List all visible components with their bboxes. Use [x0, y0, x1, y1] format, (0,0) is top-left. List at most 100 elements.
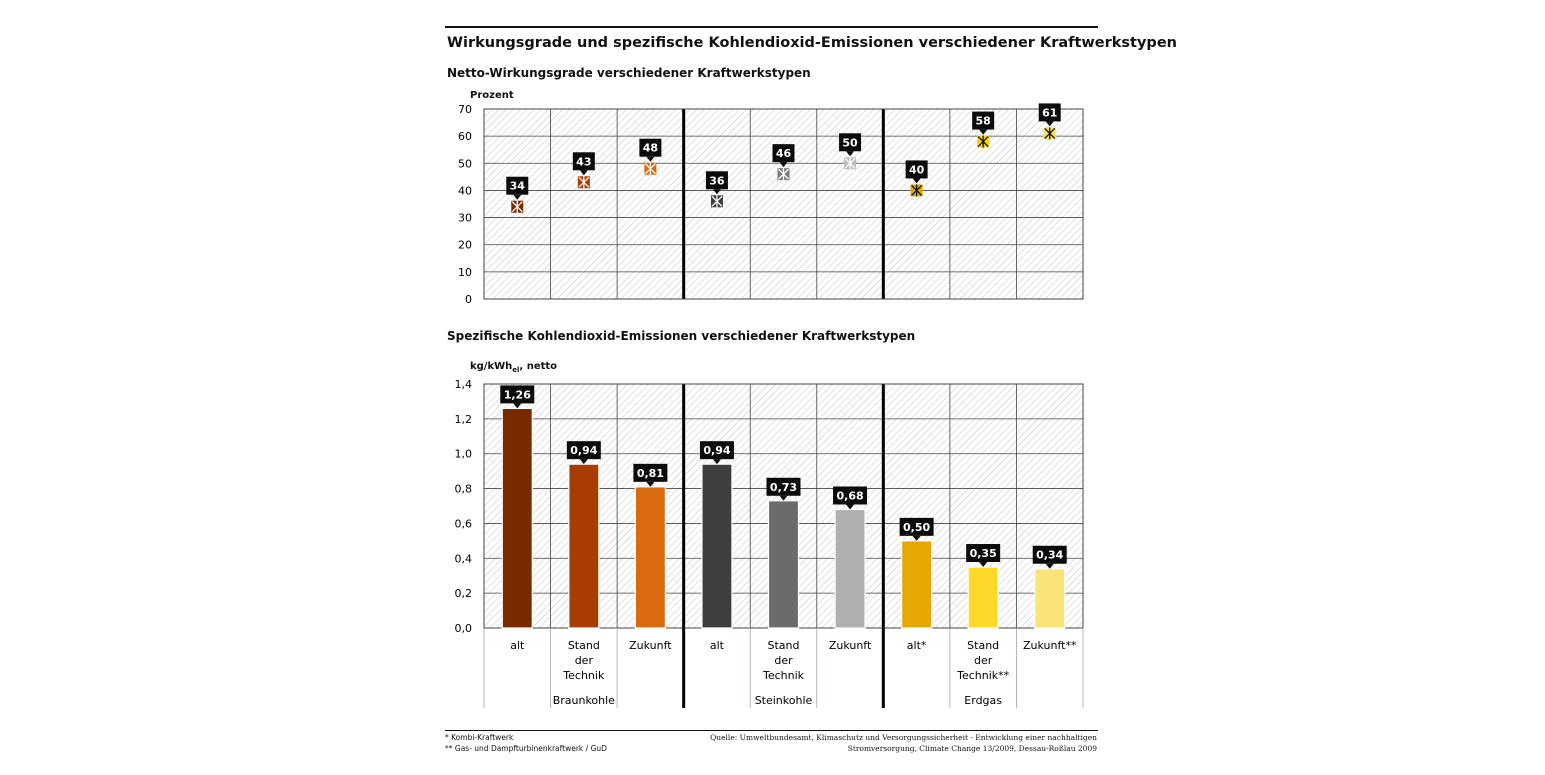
chart1-data-label: 50	[842, 136, 858, 149]
chart2-ytick-label: 0,4	[455, 552, 473, 565]
chart2-data-label: 0,34	[1036, 549, 1063, 562]
chart2-ylabel: kg/kWhel, netto	[470, 361, 558, 374]
chart2-xtick-label: Technik	[762, 669, 805, 682]
chart2-ytick-label: 1,2	[455, 413, 473, 426]
chart2-ytick-label: 1,4	[455, 378, 473, 391]
chart1-data-label: 58	[976, 115, 991, 128]
chart1-ytick-label: 10	[458, 266, 472, 279]
chart2-data-label: 0,94	[703, 444, 730, 457]
chart1-data-label: 34	[510, 180, 526, 193]
chart2-ytick-label: 0,2	[455, 587, 473, 600]
chart2-data-label: 0,94	[570, 444, 597, 457]
chart2-bar	[634, 486, 666, 629]
chart1-marker-cross	[578, 176, 590, 189]
chart1-ytick-label: 70	[458, 103, 472, 116]
chart2-xtick-label: der	[774, 654, 793, 667]
chart1-data-label: 40	[909, 163, 925, 176]
chart2-xtick-label: der	[974, 654, 993, 667]
chart2-xtick-label: alt*	[907, 639, 927, 652]
chart2-label-pointer	[712, 459, 721, 465]
chart2-bar	[767, 500, 800, 629]
chart2-title: Spezifische Kohlendioxid-Emissionen vers…	[447, 329, 916, 343]
chart1-marker-cross	[844, 157, 856, 170]
chart2-bar	[901, 540, 933, 629]
chart1-ytick-label: 60	[458, 130, 472, 143]
chart2-label-box	[966, 544, 1001, 562]
chart1-label-pointer	[712, 189, 721, 195]
source-line-1: Quelle: Umweltbundesamt, Klimaschutz und…	[710, 733, 1097, 742]
chart1-label-pointer	[1045, 121, 1054, 127]
chart2-bar	[701, 463, 733, 629]
chart1-label-box	[1038, 103, 1061, 122]
chart2-xtick-label: Technik	[562, 669, 605, 682]
chart2-xtick-label: Stand	[568, 639, 600, 652]
chart1-marker-cross	[1044, 127, 1056, 140]
chart2-label-box	[766, 477, 801, 496]
chart1-ytick-label: 30	[458, 212, 472, 225]
bottom-rule	[445, 730, 1098, 731]
chart2-group-label: Braunkohle	[553, 694, 615, 707]
chart1-label-box	[705, 171, 728, 190]
chart2-bar	[834, 508, 866, 629]
chart1-ytick-label: 0	[465, 293, 472, 306]
chart2-ytick-label: 0,8	[455, 483, 473, 496]
chart2-xtick-label: alt	[710, 639, 725, 652]
chart1-data-label: 36	[709, 174, 725, 187]
chart1-label-pointer	[912, 178, 921, 184]
chart1-label-pointer	[513, 194, 522, 200]
chart2-ytick-label: 0,0	[455, 622, 473, 635]
chart1-marker-cross	[644, 162, 656, 175]
top-rule	[445, 26, 1098, 28]
emissions-chart: 0,0 0,2 0,4 0,6 0,8 1,0 1,2 1,4 1,26 0,94 0,81 0,94…	[455, 378, 1084, 708]
chart1-marker-cross	[778, 168, 789, 181]
chart1-ytick-label: 50	[458, 157, 472, 170]
chart1-data-label: 43	[576, 155, 591, 168]
chart1-marker-cross	[711, 195, 723, 208]
chart2-xtick-label: Zukunft**	[1023, 639, 1077, 652]
chart1-label-pointer	[846, 151, 855, 157]
chart2-bar	[967, 566, 999, 629]
source-line-2: Stromversorgung, Climate Change 13/2009,…	[847, 744, 1097, 753]
efficiency-chart: 0 10 20 30 40 50 60 70 34 43 48 36 46 50 40 58 61	[458, 103, 1084, 306]
chart1-data-label: 46	[776, 147, 792, 160]
chart2-label-box	[633, 463, 668, 482]
chart1-data-label: 48	[643, 142, 658, 155]
chart2-label-box	[1032, 545, 1067, 564]
chart2-label-box	[899, 517, 934, 536]
chart2-data-label: 0,35	[970, 547, 997, 560]
chart2-ytick-label: 0,6	[455, 517, 473, 530]
chart1-label-box	[839, 133, 862, 152]
chart1-label-box	[905, 160, 928, 179]
chart2-xtick-label: Stand	[768, 639, 800, 652]
chart2-bar	[501, 407, 533, 629]
chart1-label-pointer	[646, 156, 655, 162]
chart1-marker-cross	[977, 135, 989, 148]
chart2-label-box	[833, 486, 868, 505]
footnote-2: ** Gas- und Dampfturbinenkraftwerk / GuD	[445, 744, 607, 753]
chart2-xtick-label: der	[575, 654, 594, 667]
chart2-xtick-label: Zukunft	[829, 639, 872, 652]
main-title: Wirkungsgrade und spezifische Kohlendiox…	[447, 35, 1177, 51]
chart1-ytick-label: 20	[458, 239, 472, 252]
chart1-data-label: 61	[1042, 106, 1057, 119]
chart1-title: Netto-Wirkungsgrade verschiedener Kraftw…	[447, 66, 811, 80]
chart1-label-pointer	[979, 129, 988, 135]
chart2-xtick-label: Technik**	[956, 669, 1010, 682]
chart2-data-label: 0,50	[903, 521, 930, 534]
chart2-data-label: 0,73	[770, 481, 797, 494]
chart1-label-box	[639, 138, 662, 157]
chart2-bar	[1034, 568, 1066, 629]
chart2-group-label: Erdgas	[964, 694, 1002, 707]
footnote-1: * Kombi-Kraftwerk	[445, 733, 514, 742]
chart1-label-pointer	[579, 170, 588, 176]
chart2-label-pointer	[579, 459, 588, 465]
chart2-data-label: 0,81	[637, 467, 664, 480]
chart2-group-label: Steinkohle	[755, 694, 813, 707]
chart2-label-box	[566, 441, 601, 460]
chart1-label-box	[506, 176, 529, 195]
chart2-label-box	[500, 385, 535, 404]
chart2-xtick-label: Stand	[967, 639, 999, 652]
chart1-label-box	[572, 152, 595, 171]
chart1-label-box	[972, 111, 995, 130]
